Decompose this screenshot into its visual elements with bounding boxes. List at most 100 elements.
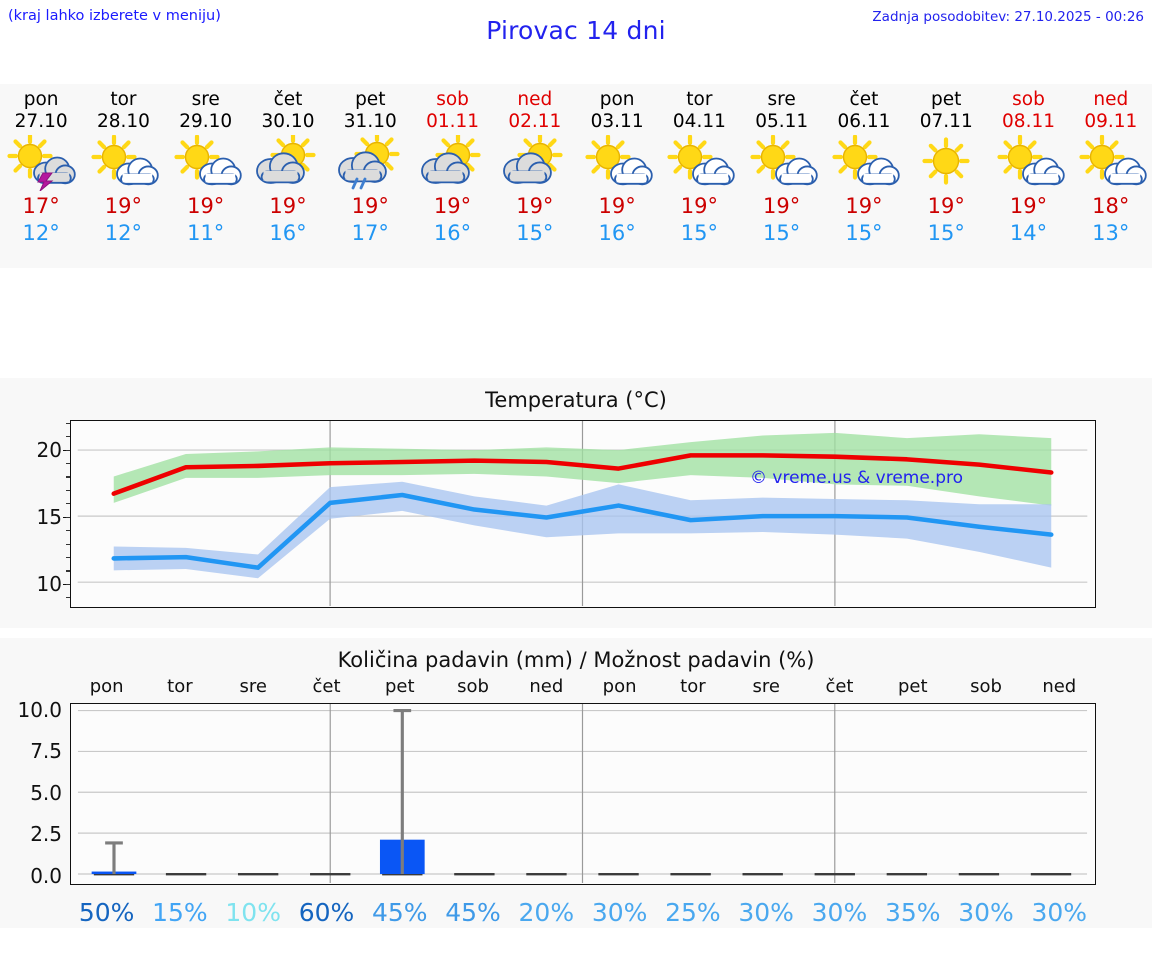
precip-probability: 45%: [371, 898, 428, 927]
precip-probability: 30%: [958, 898, 1014, 927]
temperature-min: 12°: [22, 221, 60, 245]
y-minor-tick: [66, 530, 70, 532]
precip-probability: 30%: [591, 898, 648, 927]
day-name: tor: [110, 89, 137, 110]
day-date: 02.11: [508, 111, 562, 132]
day-name: pon: [599, 89, 635, 110]
temperature-max: 19°: [598, 194, 636, 218]
day-name: sob: [1012, 89, 1045, 110]
temperature-chart-svg: [77, 421, 1088, 606]
precip-probability: 30%: [738, 898, 794, 927]
weather-icon-wrap: [414, 135, 492, 191]
sun-behind-cloud-rain-icon: [338, 135, 400, 190]
y-minor-tick: [66, 556, 70, 559]
day-date: 29.10: [179, 111, 233, 132]
y-tick-label: 10.0: [17, 697, 62, 722]
forecast-day-column[interactable]: tor 04.11 19° 15°: [658, 84, 740, 268]
forecast-day-column[interactable]: čet 06.11 19° 15°: [823, 84, 905, 268]
precip-day-label: čet: [312, 676, 341, 697]
y-tick-label: 0.0: [30, 863, 62, 888]
temperature-min: 15°: [763, 221, 801, 245]
y-minor-tick: [66, 583, 70, 586]
forecast-day-column[interactable]: pet 31.10 19° 17°: [329, 84, 411, 268]
day-name: ned: [1093, 89, 1129, 110]
weather-icon-wrap: [2, 135, 80, 191]
temperature-min: 15°: [927, 221, 965, 245]
precip-day-label: sob: [970, 676, 1002, 697]
forecast-day-column[interactable]: pet 07.11 19° 15°: [905, 84, 987, 268]
forecast-day-column[interactable]: ned 09.11 18° 13°: [1070, 84, 1152, 268]
temperature-min: 16°: [433, 221, 472, 245]
forecast-day-column[interactable]: sob 01.11 19° 16°: [411, 84, 493, 268]
sun-cloud-icon: [832, 135, 900, 186]
temperature-plot-area: [70, 420, 1096, 608]
y-tick-label: 5.0: [30, 780, 62, 805]
day-date: 07.11: [919, 111, 973, 132]
forecast-day-column[interactable]: sre 29.10 19° 11°: [165, 84, 247, 268]
page-title: Pirovac 14 dni: [486, 16, 666, 45]
y-minor-tick: [66, 436, 70, 438]
y-minor-tick: [66, 449, 70, 451]
y-minor-tick: [66, 489, 70, 492]
y-minor-tick: [66, 516, 70, 518]
precip-probability: 20%: [518, 898, 575, 927]
weather-icon-wrap: [331, 135, 409, 191]
forecast-day-column[interactable]: pon 03.11 19° 16°: [576, 84, 658, 268]
page-header: (kraj lahko izberete v meniju) Pirovac 1…: [0, 0, 1152, 62]
day-date: 05.11: [755, 111, 809, 132]
forecast-day-column[interactable]: tor 28.10 19° 12°: [82, 84, 164, 268]
sun-cloud-icon: [174, 135, 242, 186]
temperature-max: 18°: [1092, 194, 1130, 218]
y-minor-tick: [66, 597, 70, 599]
weather-icon-wrap: [496, 135, 574, 191]
y-tick-label: 10: [36, 571, 62, 596]
weather-icon-wrap: [167, 135, 245, 191]
day-date: 28.10: [96, 111, 150, 132]
temperature-max: 19°: [104, 194, 143, 218]
precip-day-label: pet: [897, 676, 928, 697]
day-name: pet: [931, 89, 962, 110]
precip-day-label: sob: [457, 676, 489, 697]
y-minor-tick: [66, 476, 70, 478]
precip-probability: 60%: [298, 898, 355, 927]
precip-probability: 45%: [445, 898, 501, 927]
precip-probability: 25%: [665, 898, 721, 927]
forecast-day-column[interactable]: sre 05.11 19° 15°: [741, 84, 823, 268]
y-minor-tick: [66, 462, 70, 465]
temperature-min: 12°: [104, 221, 143, 245]
precip-day-label: čet: [825, 676, 854, 697]
y-minor-tick: [66, 570, 70, 572]
day-date: 04.11: [672, 111, 726, 132]
precipitation-day-labels: pon tor sre čet pet sob ned pon tor sre čet pet sob n…: [70, 676, 1096, 700]
weather-icon-wrap: [660, 135, 738, 191]
sun-cloud-icon: [996, 135, 1065, 186]
day-date: 09.11: [1084, 111, 1138, 132]
temperature-min: 16°: [269, 221, 307, 245]
weather-icon-wrap: [84, 135, 162, 191]
temperature-max: 17°: [22, 194, 60, 218]
temperature-min: 14°: [1009, 221, 1048, 245]
sun-cloud-icon: [750, 135, 818, 186]
precip-day-label: sre: [752, 676, 780, 697]
precip-day-label: tor: [167, 676, 193, 697]
forecast-day-column[interactable]: čet 30.10 19° 16°: [247, 84, 329, 268]
forecast-day-column[interactable]: ned 02.11 19° 15°: [494, 84, 576, 268]
location-menu-note[interactable]: (kraj lahko izberete v meniju): [8, 8, 221, 24]
y-tick-label: 15: [36, 504, 62, 529]
weather-icon-wrap: [249, 135, 327, 191]
y-minor-tick: [66, 503, 70, 505]
day-name: tor: [686, 89, 713, 110]
forecast-day-column[interactable]: pon 27.10 17° 12°: [0, 84, 82, 268]
precip-probability: 35%: [884, 898, 941, 927]
temperature-max: 19°: [1009, 194, 1048, 218]
precip-probability: 50%: [78, 898, 135, 927]
temperature-max: 19°: [269, 194, 307, 218]
precip-day-label: sre: [239, 676, 267, 697]
forecast-day-column[interactable]: sob 08.11 19° 14°: [987, 84, 1069, 268]
temperature-max: 19°: [680, 194, 718, 218]
temperature-min: 16°: [598, 221, 636, 245]
precip-day-label: ned: [1042, 676, 1077, 697]
weather-icon-wrap: [825, 135, 903, 191]
day-name: sob: [436, 89, 469, 110]
